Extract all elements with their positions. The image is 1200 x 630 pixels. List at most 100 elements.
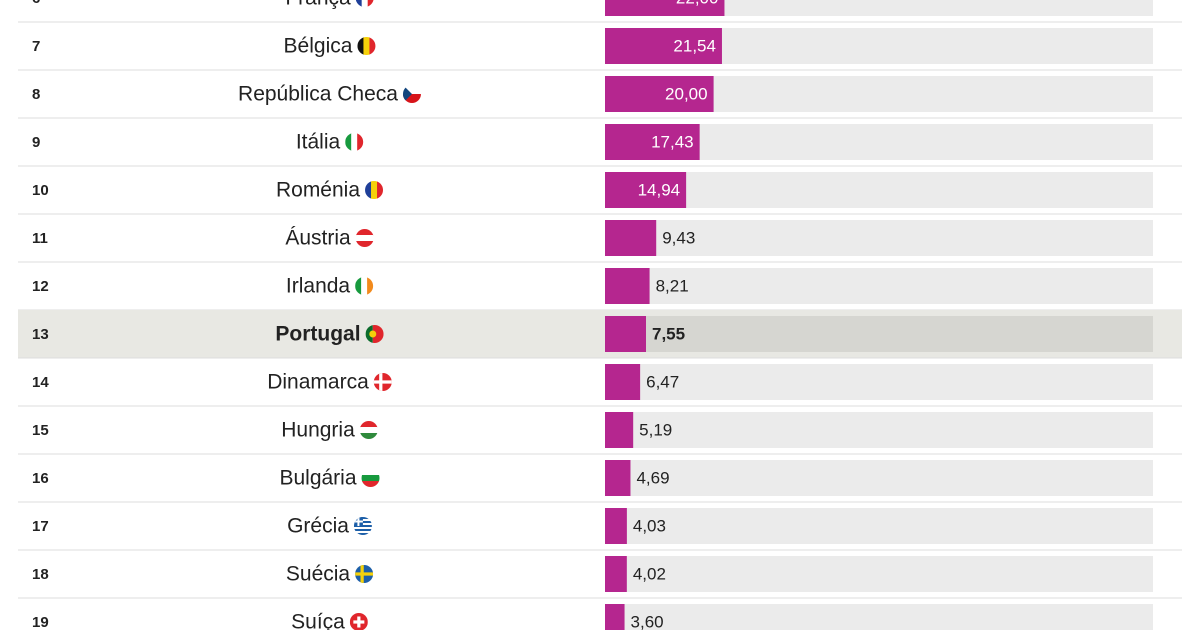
flag-part bbox=[369, 37, 376, 55]
value-label: 3,60 bbox=[631, 612, 664, 630]
value-label: 4,03 bbox=[633, 516, 666, 535]
value-label: 8,21 bbox=[656, 276, 689, 295]
country-name: França bbox=[285, 0, 351, 10]
flag-icon bbox=[355, 277, 374, 295]
flag-part bbox=[363, 37, 370, 55]
flag-part bbox=[372, 325, 384, 343]
bar-track bbox=[605, 508, 1153, 544]
value-label: 6,47 bbox=[646, 372, 679, 391]
value-label: 22,00 bbox=[676, 0, 719, 7]
rank: 17 bbox=[32, 518, 49, 535]
flag-icon bbox=[402, 85, 421, 103]
flag-icon bbox=[355, 229, 374, 247]
value-label: 4,69 bbox=[636, 468, 669, 487]
bar bbox=[605, 460, 631, 496]
country-name: Suíça bbox=[291, 611, 345, 630]
value-label: 5,19 bbox=[639, 420, 672, 439]
country-name: Dinamarca bbox=[267, 371, 369, 394]
flag-icon bbox=[355, 0, 374, 7]
flag-part bbox=[353, 529, 372, 532]
flag-part bbox=[377, 181, 384, 199]
flag-part bbox=[361, 481, 380, 487]
bar-track bbox=[605, 364, 1153, 400]
bar bbox=[605, 0, 725, 16]
flag-icon bbox=[357, 37, 376, 55]
flag-icon bbox=[355, 565, 374, 583]
flag-part bbox=[365, 181, 372, 199]
flag-part bbox=[367, 0, 374, 7]
bar bbox=[605, 172, 687, 208]
value-label: 17,43 bbox=[651, 132, 694, 151]
flag-part bbox=[353, 527, 372, 530]
rank: 9 bbox=[32, 134, 40, 151]
bar-track bbox=[605, 556, 1153, 592]
flag-part bbox=[353, 533, 372, 535]
flag-part bbox=[353, 525, 372, 528]
bar-track bbox=[605, 0, 1153, 16]
value-label: 21,54 bbox=[673, 36, 716, 55]
bar bbox=[605, 508, 627, 544]
country-name: Portugal bbox=[275, 323, 360, 346]
rank: 19 bbox=[32, 614, 49, 630]
rank: 10 bbox=[32, 182, 49, 199]
country-name: Bulgária bbox=[279, 467, 356, 490]
rank: 7 bbox=[32, 38, 40, 55]
flag-part bbox=[345, 133, 352, 151]
country-name: Grécia bbox=[287, 515, 349, 538]
country-name: Áustria bbox=[285, 227, 351, 250]
rank: 15 bbox=[32, 422, 49, 439]
flag-part bbox=[355, 229, 374, 236]
flag-part bbox=[357, 133, 364, 151]
flag-icon bbox=[345, 133, 364, 151]
bar bbox=[605, 28, 722, 64]
flag-part bbox=[402, 85, 412, 103]
value-label: 9,43 bbox=[662, 228, 695, 247]
flag-icon bbox=[359, 421, 378, 439]
value-label: 20,00 bbox=[665, 84, 708, 103]
rank: 6 bbox=[32, 0, 40, 7]
country-name: Irlanda bbox=[286, 275, 351, 298]
flag-part bbox=[359, 433, 378, 439]
flag-icon bbox=[353, 517, 372, 535]
flag-part bbox=[402, 85, 421, 94]
bar bbox=[605, 316, 646, 352]
flag-part bbox=[359, 427, 378, 434]
country-name: Itália bbox=[296, 131, 341, 154]
flag-part bbox=[402, 94, 421, 103]
flag-icon bbox=[373, 373, 392, 391]
bar bbox=[605, 220, 657, 256]
country-name: Roménia bbox=[276, 179, 360, 202]
flag-part bbox=[371, 181, 378, 199]
bar-track bbox=[605, 172, 1153, 208]
bar-track bbox=[605, 220, 1153, 256]
bar bbox=[605, 364, 641, 400]
bar-track bbox=[605, 316, 1153, 352]
bar bbox=[605, 556, 627, 592]
country-name: República Checa bbox=[238, 83, 398, 106]
flag-part bbox=[351, 133, 358, 151]
flag-part bbox=[361, 277, 368, 295]
flag-part bbox=[359, 421, 378, 428]
flag-part bbox=[373, 380, 392, 384]
bar bbox=[605, 604, 625, 630]
value-label: 4,02 bbox=[633, 564, 666, 583]
flag-part bbox=[355, 277, 362, 295]
flag-part bbox=[357, 37, 364, 55]
country-name: Bélgica bbox=[284, 35, 353, 58]
country-name: Suécia bbox=[286, 563, 351, 586]
bar bbox=[605, 268, 650, 304]
flag-icon bbox=[349, 613, 368, 630]
rank: 13 bbox=[32, 326, 49, 343]
rank: 11 bbox=[32, 230, 48, 247]
country-name: Hungria bbox=[281, 419, 355, 442]
flag-part bbox=[369, 330, 377, 338]
flag-icon bbox=[365, 325, 384, 343]
bar bbox=[605, 124, 700, 160]
flag-part bbox=[353, 520, 363, 523]
rank: 14 bbox=[32, 374, 49, 391]
rank: 16 bbox=[32, 470, 49, 487]
bar bbox=[605, 412, 634, 448]
flag-part bbox=[361, 0, 369, 7]
